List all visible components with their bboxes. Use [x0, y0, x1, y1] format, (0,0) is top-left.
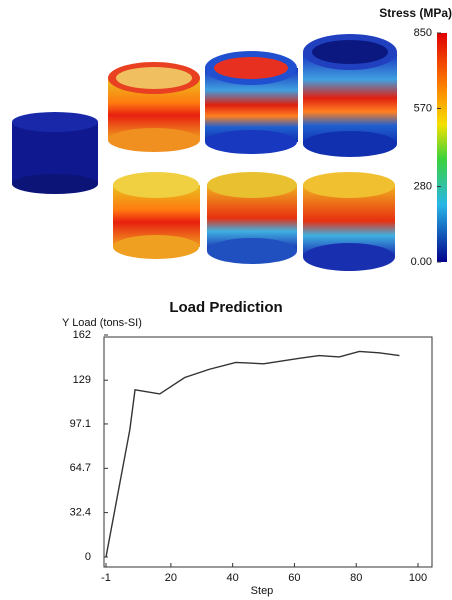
x-tick-label: 100: [409, 572, 427, 584]
y-tick-label: 0: [85, 551, 91, 563]
colorbar-tick-label: 0.00: [411, 256, 432, 268]
y-tick-label: 64.7: [70, 462, 91, 474]
y-axis-label: Y Load (tons-SI): [62, 317, 142, 329]
x-tick-label: 80: [350, 572, 362, 584]
x-tick-label: -1: [101, 572, 111, 584]
fem-images: [12, 34, 397, 271]
x-axis-label: Step: [251, 585, 274, 597]
y-tick-label: 129: [73, 374, 91, 386]
data-line: [106, 351, 399, 557]
x-tick-label: 20: [165, 572, 177, 584]
colorbar: [437, 33, 447, 262]
y-tick-label: 32.4: [70, 507, 91, 519]
plot-frame: [104, 337, 432, 567]
colorbar-tick-label: 280: [414, 180, 432, 192]
figure: Stress (MPa) Load Prediction Y Load (ton…: [0, 0, 452, 600]
page: Stress (MPa) Load Prediction Y Load (ton…: [0, 0, 452, 600]
x-tick-label: 60: [288, 572, 300, 584]
colorbar-title: Stress (MPa): [379, 6, 452, 20]
colorbar-tick-label: 850: [414, 27, 432, 39]
y-tick-label: 97.1: [70, 418, 91, 430]
y-tick-label: 162: [73, 329, 91, 341]
colorbar-tick-label: 570: [414, 102, 432, 114]
chart-title: Load Prediction: [169, 299, 282, 316]
x-tick-label: 40: [227, 572, 239, 584]
